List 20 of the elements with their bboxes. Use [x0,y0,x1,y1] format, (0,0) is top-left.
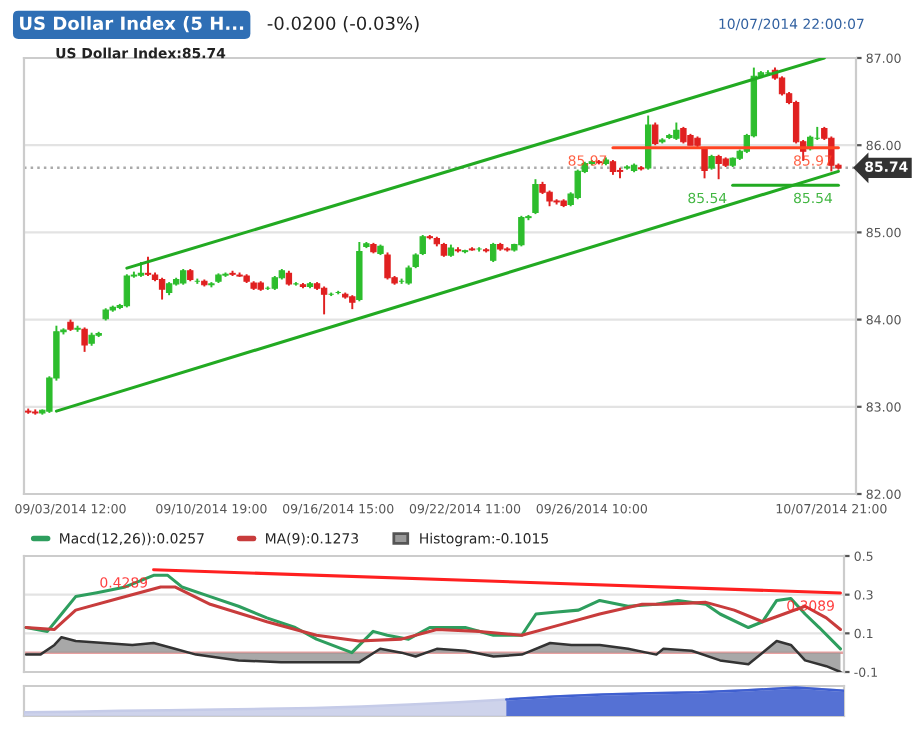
candlestick [489,241,497,264]
candlestick [652,121,659,147]
candlestick [144,255,152,277]
line-series [24,573,842,655]
chart-title: US Dollar Index (5 H... [20,16,244,33]
candlestick [532,178,539,216]
candlestick [81,326,88,353]
candlestick [518,214,525,248]
candlestick [701,145,708,180]
candlestick [384,251,391,281]
line-series [24,585,842,643]
chart-subtitle: -0.0200 (-0.03%) [267,16,419,33]
candlestick [715,153,722,181]
candlestick [158,276,166,301]
candlestick [574,168,581,201]
candlestick [123,273,131,309]
candlestick [644,114,652,171]
candlestick [778,75,786,97]
candlestick [320,285,328,316]
candlestick [356,241,363,303]
